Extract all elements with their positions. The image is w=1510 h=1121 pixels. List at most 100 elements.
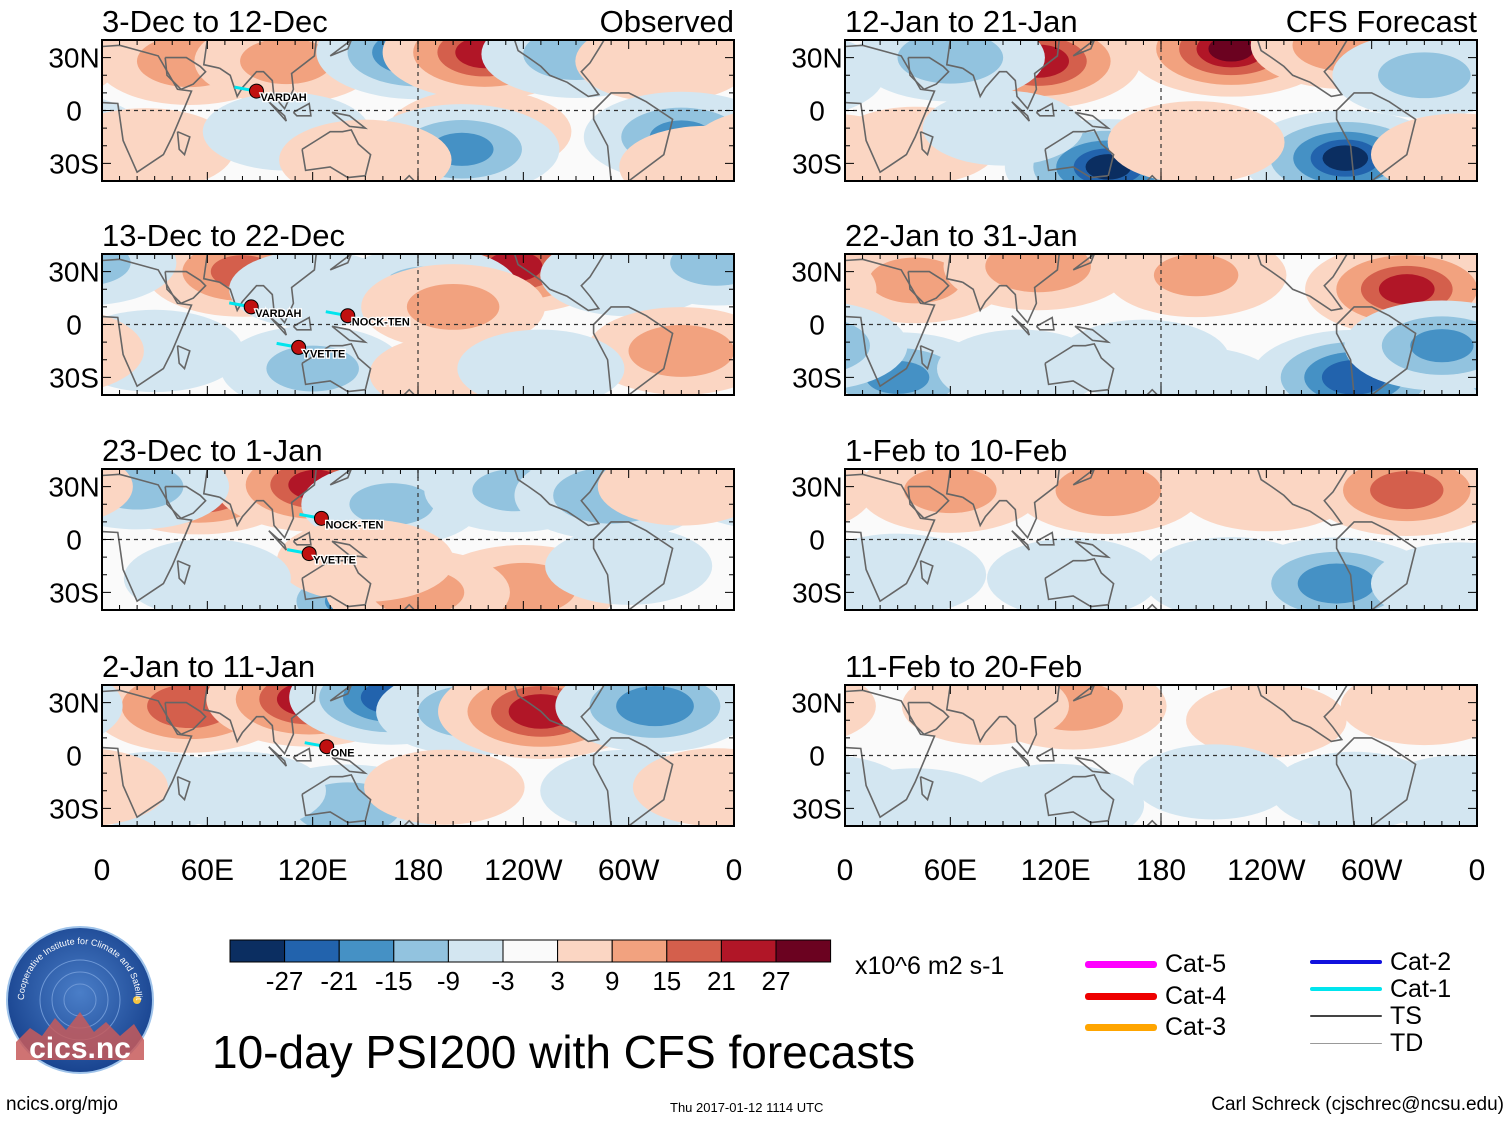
contour-level [102,127,165,181]
positive-anomaly [102,127,165,181]
coastline [331,756,369,775]
coastline [513,469,606,527]
coastline [102,473,193,603]
coastline [102,44,193,174]
colorbar-tick-label: -21 [320,966,358,996]
colorbar-swatch [666,939,722,963]
colorbar: -27 -21 -15 -9 -3 3 9 15 21 27 [229,939,832,996]
negative-anomaly [545,526,713,605]
coastline [329,254,353,271]
contour-level [545,526,713,605]
coastline [301,128,372,179]
contour-level [102,685,123,735]
contour-level [845,303,908,388]
colorbar-swatch [720,939,777,963]
storm-legend-line [1085,960,1157,968]
latitude-tick-label: 30S [792,148,842,179]
contour-level [229,254,397,329]
contour-level [985,254,1091,293]
footer-url[interactable]: ncics.org/mjo [6,1094,118,1115]
coastline [513,254,606,312]
map-panel: 2-Jan to 11-Jan ONE 30N 0 30S [48,649,735,827]
coastline [268,101,288,122]
coastline [592,521,674,610]
negative-anomaly [1344,300,1477,391]
storm-legend-item: Cat-3 [1085,1013,1226,1041]
coastline [919,130,934,157]
contour-level [1375,755,1477,826]
column-header: CFS Forecast [1286,4,1478,39]
coastline [402,174,416,181]
contour-level [102,254,131,285]
coastline [164,485,207,520]
storm-legend-item: Cat-4 [1085,982,1226,1010]
contour-level [1410,329,1474,363]
latitude-tick-label: 30S [792,793,842,824]
coastline [907,56,950,91]
contour-level [1112,347,1280,395]
coastline [1256,254,1349,312]
longitude-tick-label: 120E [1021,854,1091,887]
coastline [1044,128,1115,179]
panel-date-label: 3-Dec to 12-Dec [102,4,328,39]
storm-marker: VARDAH [228,299,303,321]
storm-marker: ONE [304,739,356,761]
column-header: Observed [600,4,734,39]
positive-anomaly [1105,254,1287,318]
colorbar-tick-label: -27 [266,966,304,996]
storm-legend-label: Cat-5 [1165,949,1227,978]
coastline [513,40,606,98]
coastline [202,469,318,540]
contour-level [937,329,1105,395]
contour-level [349,483,434,526]
storm-marker: NOCK-TEN [299,510,385,533]
contour-level [845,756,911,826]
negative-anomaly [102,254,177,305]
latitude-tick-label: 0 [66,741,82,772]
coastline [102,689,193,819]
storm-legend-item: Cat-5 [1085,950,1226,978]
contour-level [922,90,1084,166]
logo-text: cics.nc [29,1032,131,1065]
contour-level [123,539,291,610]
coastline [845,44,936,174]
contour-level [406,283,500,330]
positive-anomaly [575,40,734,103]
map-panel: 13-Dec to 22-Dec VARDAH NOCK-TEN YVETTE 30N 0… [48,218,735,396]
contour-level [616,686,694,727]
contour-level [1501,258,1510,304]
positive-anomaly [102,40,121,87]
positive-anomaly [364,749,525,825]
positive-anomaly [597,469,734,526]
colorbar-tick-label: 21 [707,966,736,996]
contour-level [1378,274,1435,305]
storm-legend-label: Cat-4 [1165,981,1227,1010]
contour-level [102,469,133,517]
coastline [176,775,191,802]
contour-level [597,469,734,526]
storm-name: VARDAH [260,92,306,104]
coastline [1072,685,1096,702]
contour-level [632,748,734,826]
coastline [1074,540,1112,559]
negative-anomaly [937,329,1105,395]
coastline [1145,603,1159,610]
coastline [1335,92,1417,181]
coastline [402,819,416,826]
latitude-tick-label: 0 [809,525,825,556]
contour-level [845,469,874,523]
contour-level [619,125,734,181]
longitude-tick-label: 120W [1227,854,1306,887]
colorbar-swatch [775,939,832,963]
coastline [1011,746,1031,767]
latitude-tick-label: 30S [49,362,99,393]
coastline [1011,315,1031,336]
colorbar-swatch [502,939,559,963]
positive-anomaly [845,469,874,523]
contour-level [1340,685,1477,746]
longitude-tick-label: 0 [94,854,111,887]
coastline [164,701,207,736]
panel-date-label: 2-Jan to 11-Jan [102,649,315,684]
coastline [164,270,207,305]
negative-anomaly [1112,347,1280,395]
